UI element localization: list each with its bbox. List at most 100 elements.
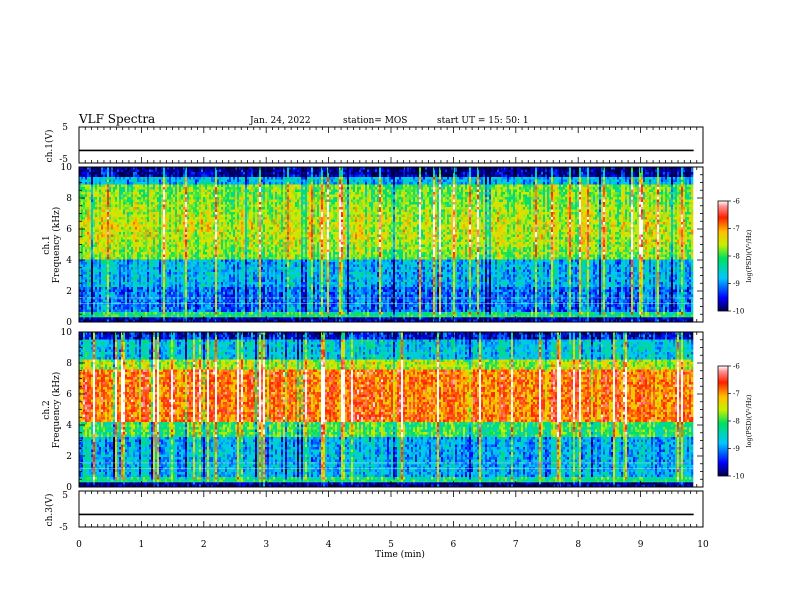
spectrogram-cell (135, 200, 137, 203)
spectrogram-cell (179, 280, 181, 283)
spectrogram-cell (231, 245, 233, 248)
spectrogram-cell (227, 230, 229, 233)
spectrogram-cell (201, 210, 203, 213)
spectrogram-cell (209, 250, 211, 253)
spectrogram-cell (165, 225, 167, 228)
spectrogram-cell (127, 275, 129, 278)
spectrogram-cell (85, 285, 87, 288)
spectrogram-cell (149, 190, 151, 193)
spectrogram-cell (145, 260, 147, 263)
spectrogram-cell (177, 310, 179, 313)
spectrogram-cell (139, 280, 141, 283)
spectrogram-cell (103, 280, 105, 283)
spectrogram-cell (125, 175, 127, 178)
spectrogram-cell (139, 205, 141, 208)
spectrogram-cell (227, 255, 229, 258)
spectrogram-cell (223, 257, 225, 260)
spectrogram-cell (185, 180, 187, 183)
spectrogram-cell (207, 317, 209, 320)
spectrogram-cell (177, 227, 179, 230)
spectrogram-cell (123, 175, 125, 178)
spectrogram-cell (121, 235, 123, 238)
spectrogram-cell (87, 307, 89, 310)
spectrogram-cell (119, 270, 121, 273)
spectrogram-cell (161, 242, 163, 245)
spectrogram-cell (163, 185, 165, 188)
spectrogram-cell (221, 267, 223, 270)
spectrogram-cell (89, 217, 91, 220)
spectrogram-cell (107, 260, 109, 263)
spectrogram-cell (145, 265, 147, 268)
spectrogram-cell (231, 170, 233, 173)
spectrogram-cell (107, 192, 109, 195)
spectrogram-cell (109, 245, 111, 248)
spectrogram-cell (145, 177, 147, 180)
spectrogram-cell (119, 187, 121, 190)
spectrogram-cell (115, 280, 117, 283)
spectrogram-cell (113, 172, 115, 175)
spectrogram-cell (207, 185, 209, 188)
spectrogram-cell (183, 207, 185, 210)
spectrogram-cell (141, 192, 143, 195)
spectrogram-cell (103, 245, 105, 248)
spectrogram-cell (101, 232, 103, 235)
spectrogram-cell (173, 297, 175, 300)
spectrogram-cell (145, 262, 147, 265)
spectrogram-cell (201, 215, 203, 218)
spectrogram-cell (219, 285, 221, 288)
spectrogram-cell (175, 282, 177, 285)
spectrogram-cell (197, 257, 199, 260)
spectrogram-cell (165, 275, 167, 278)
spectrogram-cell (219, 205, 221, 208)
spectrogram-cell (127, 222, 129, 225)
spectrogram-cell (99, 270, 101, 273)
spectrogram-cell (107, 295, 109, 298)
spectrogram-cell (125, 255, 127, 258)
spectrogram-cell (105, 275, 107, 278)
spectrogram-cell (225, 202, 227, 205)
spectrogram-cell (151, 247, 153, 250)
spectrogram-cell (183, 180, 185, 183)
spectrogram-cell (89, 300, 91, 303)
spectrogram-cell (115, 270, 117, 273)
spectrogram-cell (203, 195, 205, 198)
spectrogram-cell (181, 227, 183, 230)
spectrogram-cell (145, 220, 147, 223)
spectrogram-cell (123, 257, 125, 260)
spectrogram-cell (211, 285, 213, 288)
spectrogram-cell (111, 280, 113, 283)
spectrogram-cell (165, 237, 167, 240)
spectrogram-cell (137, 270, 139, 273)
spectrogram-cell (111, 197, 113, 200)
spectrogram-cell (215, 232, 217, 235)
spectrogram-cell (107, 277, 109, 280)
spectrogram-cell (177, 180, 179, 183)
spectrogram-cell (157, 255, 159, 258)
spectrogram-cell (183, 295, 185, 298)
spectrogram-cell (199, 292, 201, 295)
spectrogram-cell (153, 295, 155, 298)
spectrogram-cell (191, 212, 193, 215)
spectrogram-cell (219, 280, 221, 283)
spectrogram-cell (227, 277, 229, 280)
spectrogram-cell (169, 200, 171, 203)
spectrogram-cell (169, 222, 171, 225)
spectrogram-cell (157, 250, 159, 253)
spectrogram-cell (179, 205, 181, 208)
spectrogram-cell (201, 295, 203, 298)
spectrogram-cell (187, 287, 189, 290)
spectrogram-cell (105, 235, 107, 238)
spectrogram-cell (139, 182, 141, 185)
spectrogram-cell (177, 195, 179, 198)
spectrogram-cell (83, 177, 85, 180)
spectrogram-cell (85, 187, 87, 190)
spectrogram-cell (181, 172, 183, 175)
spectrogram-cell (123, 225, 125, 228)
spectrogram-cell (137, 255, 139, 258)
spectrogram-cell (219, 262, 221, 265)
spectrogram-cell (167, 177, 169, 180)
spectrogram-cell (145, 235, 147, 238)
spectrogram-cell (145, 242, 147, 245)
spectrogram-cell (177, 245, 179, 248)
spectrogram-cell (193, 282, 195, 285)
